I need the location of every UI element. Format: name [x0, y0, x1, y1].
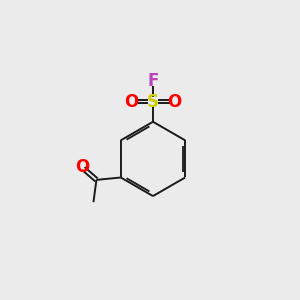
Text: O: O	[124, 93, 139, 111]
Text: O: O	[167, 93, 182, 111]
Text: F: F	[147, 72, 159, 90]
Text: O: O	[75, 158, 89, 176]
Text: S: S	[147, 93, 159, 111]
